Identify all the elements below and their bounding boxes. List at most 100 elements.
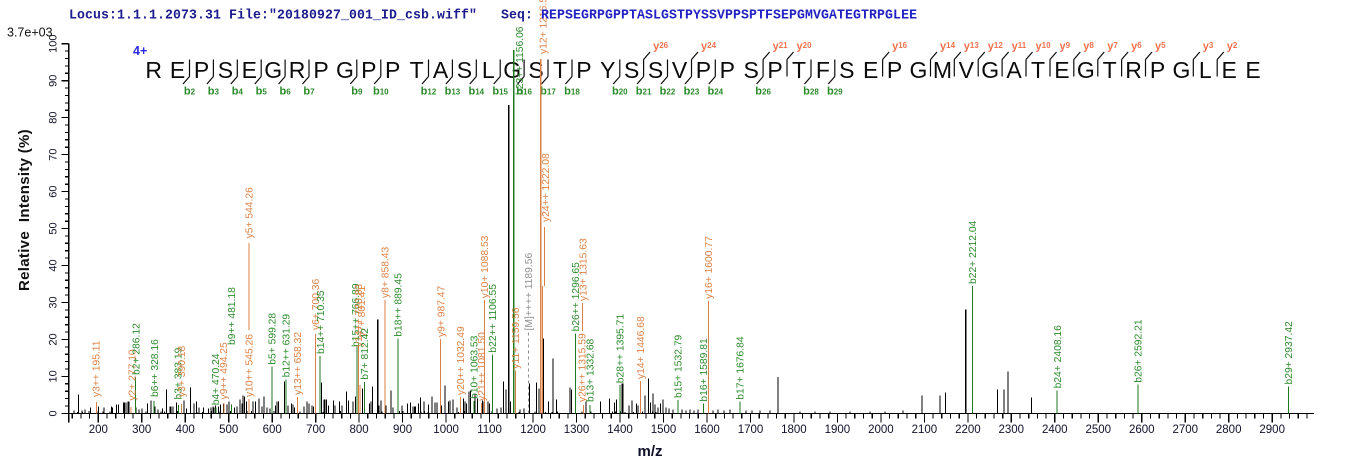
- svg-text:Relative Intensity (%): Relative Intensity (%): [16, 129, 33, 291]
- svg-text:400: 400: [176, 424, 195, 436]
- svg-text:y20: y20: [797, 41, 813, 53]
- svg-text:40: 40: [48, 259, 60, 271]
- svg-text:P: P: [576, 57, 591, 83]
- svg-text:T: T: [410, 57, 424, 83]
- svg-text:E: E: [170, 57, 185, 83]
- svg-text:70: 70: [48, 148, 60, 160]
- svg-text:b23++ 1156.06: b23++ 1156.06: [515, 26, 526, 95]
- svg-text:y16+ 1600.77: y16+ 1600.77: [704, 236, 715, 299]
- svg-text:b15: b15: [492, 86, 508, 98]
- svg-text:E: E: [242, 57, 257, 83]
- svg-text:y3++ 195.11: y3++ 195.11: [92, 340, 103, 397]
- svg-text:G: G: [503, 57, 521, 83]
- svg-text:y2: y2: [1227, 41, 1238, 53]
- svg-text:S: S: [528, 57, 543, 83]
- svg-text:y11+ 1159.56: y11+ 1159.56: [511, 307, 522, 368]
- svg-text:60: 60: [48, 185, 60, 197]
- svg-text:b22+ 2212.04: b22+ 2212.04: [968, 220, 979, 284]
- svg-text:b6++ 328.16: b6++ 328.16: [150, 339, 161, 397]
- svg-text:G: G: [264, 57, 282, 83]
- svg-text:b26: b26: [755, 86, 771, 98]
- svg-text:b21: b21: [636, 86, 652, 98]
- svg-text:b18: b18: [564, 86, 580, 98]
- svg-text:50: 50: [48, 222, 60, 234]
- svg-text:E: E: [1222, 57, 1237, 83]
- svg-text:b3+ 383.19: b3+ 383.19: [174, 347, 185, 399]
- svg-text:F: F: [816, 57, 830, 83]
- svg-text:y9+ 987.47: y9+ 987.47: [436, 285, 447, 337]
- svg-text:600: 600: [263, 424, 282, 436]
- svg-text:M: M: [933, 57, 952, 83]
- svg-text:P: P: [313, 57, 328, 83]
- svg-text:b5: b5: [256, 86, 268, 98]
- svg-text:Locus:1.1.1.2073.31 File:"2018: Locus:1.1.1.2073.31 File:"20180927_001_I…: [69, 8, 917, 23]
- svg-text:2100: 2100: [912, 424, 938, 436]
- svg-text:y11: y11: [1012, 41, 1027, 53]
- svg-text:1900: 1900: [825, 424, 851, 436]
- svg-text:E: E: [1054, 57, 1069, 83]
- svg-text:2000: 2000: [868, 424, 894, 436]
- svg-text:b20: b20: [612, 86, 628, 98]
- svg-text:800: 800: [350, 424, 369, 436]
- svg-text:y9: y9: [1060, 41, 1071, 53]
- svg-text:T: T: [1031, 57, 1045, 83]
- svg-text:P: P: [385, 57, 400, 83]
- svg-text:y21: y21: [773, 41, 789, 53]
- svg-text:S: S: [839, 57, 854, 83]
- svg-text:y5+ 544.26: y5+ 544.26: [244, 187, 255, 239]
- svg-text:y14++ 720.83: y14++ 720.83: [354, 284, 365, 347]
- svg-text:100: 100: [48, 35, 60, 53]
- svg-text:2700: 2700: [1173, 424, 1199, 436]
- svg-text:80: 80: [48, 111, 60, 123]
- svg-text:y26: y26: [653, 41, 669, 53]
- svg-text:L: L: [1199, 57, 1212, 83]
- svg-text:y7: y7: [1107, 41, 1118, 53]
- svg-text:b29: b29: [827, 86, 843, 98]
- svg-text:b24+ 2408.16: b24+ 2408.16: [1053, 325, 1064, 389]
- svg-text:200: 200: [89, 424, 108, 436]
- svg-text:y7+ 801.41: y7+ 801.41: [357, 286, 368, 338]
- svg-text:R: R: [289, 57, 306, 83]
- svg-text:S: S: [218, 57, 233, 83]
- svg-text:y16: y16: [892, 41, 908, 53]
- svg-text:P: P: [767, 57, 782, 83]
- svg-text:E: E: [863, 57, 878, 83]
- svg-text:y14: y14: [940, 41, 956, 53]
- svg-text:b13+ 1332.68: b13+ 1332.68: [586, 338, 597, 402]
- svg-text:2400: 2400: [1042, 424, 1068, 436]
- svg-text:R: R: [145, 57, 162, 83]
- svg-text:b4: b4: [232, 86, 244, 98]
- svg-text:R: R: [1125, 57, 1142, 83]
- svg-text:10: 10: [48, 370, 60, 382]
- svg-text:b2+ 286.12: b2+ 286.12: [131, 323, 142, 375]
- svg-text:S: S: [744, 57, 759, 83]
- svg-text:S: S: [624, 57, 639, 83]
- svg-text:b17+ 1676.84: b17+ 1676.84: [736, 336, 747, 400]
- svg-text:2500: 2500: [1086, 424, 1112, 436]
- svg-text:0: 0: [48, 410, 60, 416]
- svg-text:[M]++++ 1189.56: [M]++++ 1189.56: [524, 253, 535, 331]
- svg-text:b15+ 1532.79: b15+ 1532.79: [674, 334, 685, 398]
- svg-text:y14+ 1446.68: y14+ 1446.68: [636, 316, 647, 379]
- svg-text:S: S: [648, 57, 663, 83]
- svg-text:y26++ 1315.59: y26++ 1315.59: [577, 333, 588, 402]
- svg-text:P: P: [887, 57, 902, 83]
- svg-text:b14: b14: [468, 86, 484, 98]
- svg-text:y6: y6: [1131, 41, 1142, 53]
- svg-text:y24: y24: [701, 41, 717, 53]
- svg-text:y9++ 494.25: y9++ 494.25: [219, 342, 230, 400]
- svg-text:b12++ 631.29: b12++ 631.29: [281, 314, 292, 378]
- svg-text:b12: b12: [421, 86, 437, 98]
- svg-text:90: 90: [48, 75, 60, 87]
- svg-text:b17: b17: [540, 86, 556, 98]
- svg-text:b23: b23: [684, 86, 700, 98]
- svg-text:500: 500: [219, 424, 238, 436]
- svg-text:P: P: [720, 57, 735, 83]
- svg-text:y8+ 858.43: y8+ 858.43: [381, 246, 392, 298]
- svg-text:y8: y8: [1083, 41, 1094, 53]
- svg-text:b15++ 766.89: b15++ 766.89: [351, 283, 362, 347]
- svg-text:2800: 2800: [1216, 424, 1242, 436]
- svg-text:b2: b2: [184, 86, 196, 98]
- svg-text:1400: 1400: [607, 424, 633, 436]
- svg-text:b5+ 599.28: b5+ 599.28: [268, 313, 279, 365]
